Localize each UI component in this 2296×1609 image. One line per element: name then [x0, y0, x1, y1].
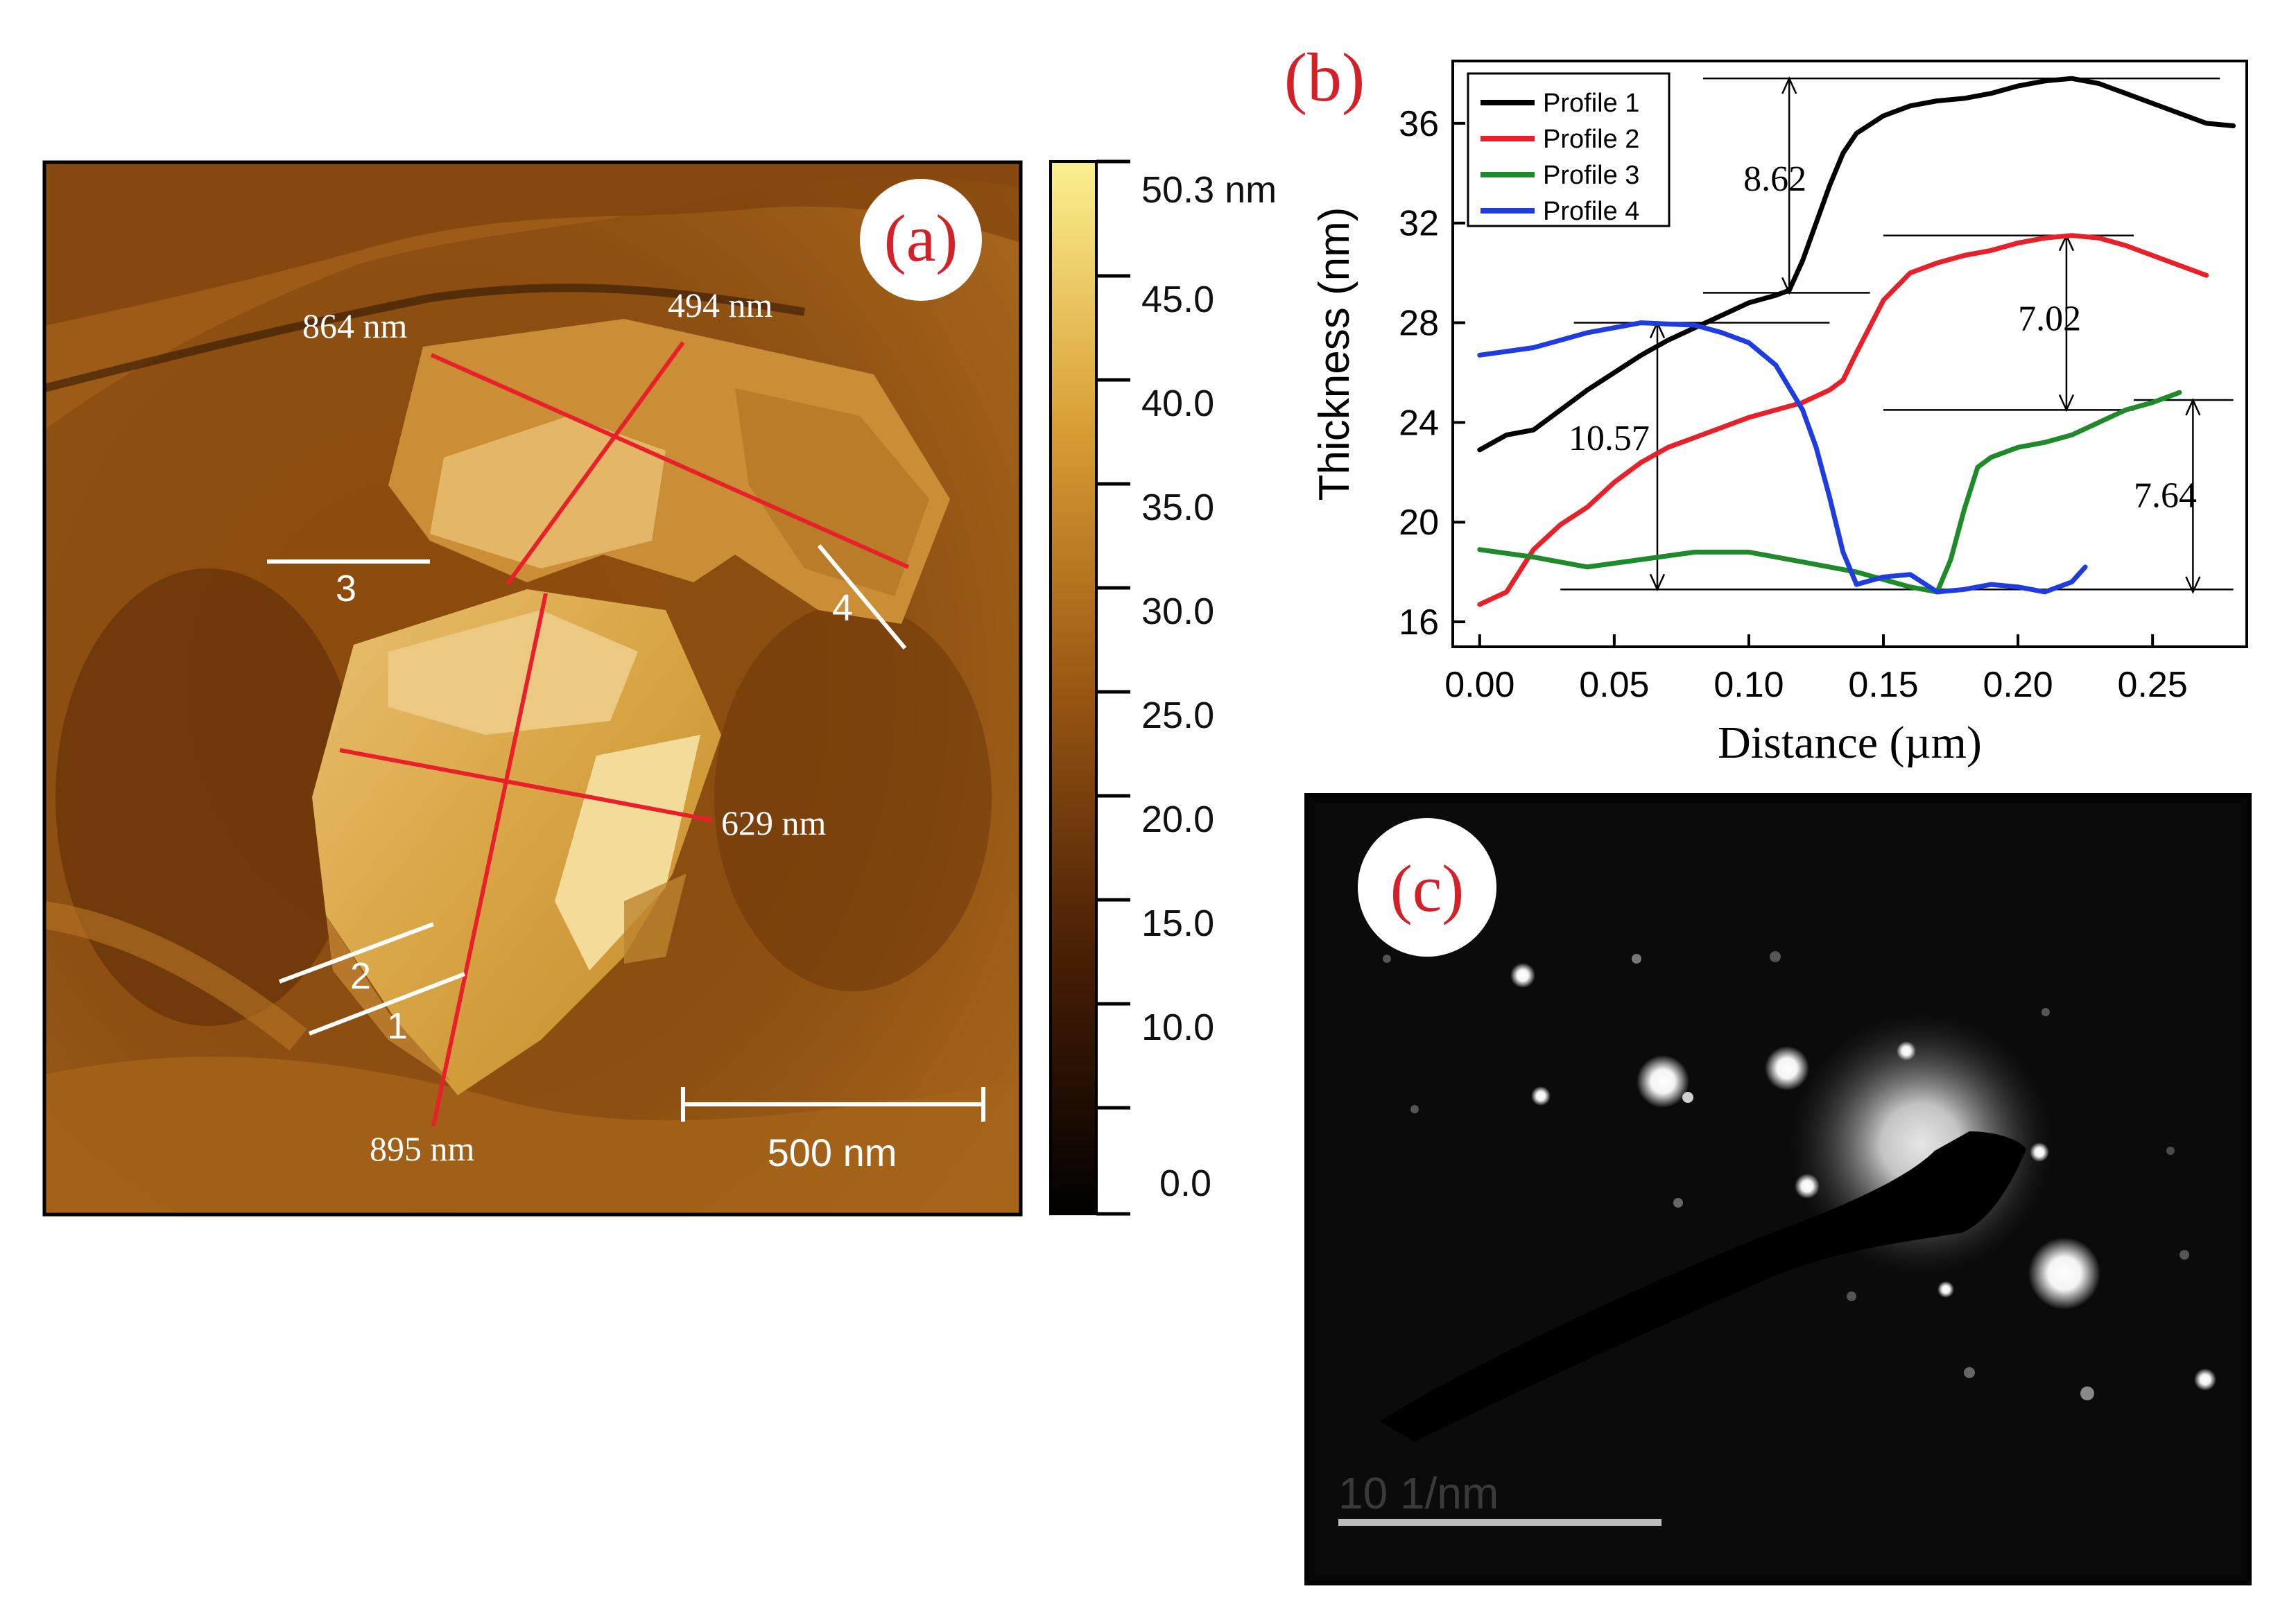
annotation-label: 8.62	[1743, 159, 1806, 199]
panel-a-label-circle	[860, 179, 982, 301]
plot-frame	[1451, 60, 2248, 648]
x-tick-label: 0.20	[1983, 665, 2053, 705]
x-tick-label: 0.00	[1444, 665, 1514, 705]
annotation-arrow-head	[2058, 394, 2075, 412]
x-tick-label: 0.10	[1714, 665, 1784, 705]
colorbar-tick-45: 45.0	[1141, 279, 1214, 320]
annotation-label: 7.02	[2018, 299, 2081, 338]
colorbar-tick-10: 10.0	[1141, 1007, 1214, 1048]
scale-bar-a	[681, 1087, 985, 1122]
y-tick-label: 16	[1399, 602, 1439, 643]
red-line-864	[430, 353, 910, 569]
beam-stopper	[1380, 1131, 2026, 1442]
colorbar	[1049, 160, 1098, 1215]
length-label-864: 864 nm	[302, 306, 408, 345]
thickness-chart: 0.00 0.05 0.10 0.15 0.20 0.25 16 20 24 28 32 36 Dist…	[1311, 60, 2248, 768]
annotation-group	[1560, 76, 2234, 594]
red-measurement-lines	[339, 341, 910, 1127]
legend: Profile 1 Profile 2 Profile 3 Profile 4	[1467, 72, 1671, 227]
annotation-arrow-head	[1781, 76, 1797, 94]
annotation-arrow-head	[2185, 576, 2201, 594]
y-tick-label: 36	[1399, 104, 1439, 144]
diffraction-spots	[1383, 951, 2216, 1400]
y-tick-label: 20	[1399, 503, 1439, 543]
y-tick-label: 24	[1399, 403, 1439, 443]
profile-line-4	[817, 544, 907, 650]
panel-a-label: (a)	[884, 201, 958, 275]
red-line-629	[339, 748, 713, 822]
red-line-494	[506, 341, 685, 585]
scale-bar-a-label: 500 nm	[768, 1131, 897, 1174]
colorbar-tick-30: 30.0	[1141, 591, 1214, 632]
afm-image	[44, 162, 1021, 1215]
annotation-arrow-head	[2185, 398, 2201, 416]
scale-bar-c-label: 10 1/nm	[1338, 1468, 1499, 1518]
x-axis-label: Distance (µm)	[1718, 717, 1982, 768]
panel-a: 864 nm 494 nm 629 nm 895 nm 1 2 3 4 500 …	[42, 159, 1277, 1217]
profile-marker-lines	[267, 544, 907, 1036]
x-tick-label: 0.15	[1848, 665, 1918, 705]
y-tick-label: 32	[1399, 204, 1439, 244]
panel-c: 10 1/nm (c)	[1304, 793, 2252, 1585]
profile-label-3: 3	[336, 568, 356, 609]
panel-b-label: (b)	[1284, 39, 1365, 116]
colorbar-tick-15: 15.0	[1141, 903, 1214, 944]
x-tick-label: 0.25	[2118, 665, 2188, 705]
series-line-profile-3	[1477, 390, 2182, 595]
legend-label: Profile 4	[1543, 197, 1639, 226]
profile-line-2	[278, 922, 435, 984]
colorbar-ticks	[1096, 159, 1130, 1216]
series-line-profile-4	[1477, 320, 2088, 595]
length-label-494: 494 nm	[668, 286, 773, 324]
length-label-895: 895 nm	[370, 1129, 475, 1168]
legend-label: Profile 3	[1543, 161, 1639, 190]
colorbar-max-label: 50.3 nm	[1141, 169, 1277, 211]
legend-box	[1467, 72, 1671, 227]
x-tick-label: 0.05	[1579, 665, 1649, 705]
colorbar-tick-25: 25.0	[1141, 695, 1214, 736]
profile-label-2: 2	[350, 955, 371, 997]
series-line-profile-2	[1477, 233, 2209, 607]
series-line-profile-1	[1477, 76, 2236, 453]
colorbar-tick-35: 35.0	[1141, 487, 1214, 528]
legend-label: Profile 1	[1543, 89, 1639, 118]
colorbar-tick-0: 0.0	[1159, 1163, 1211, 1204]
annotation-label: 7.64	[2134, 476, 2197, 516]
panel-b: (b) 0.00 0.05 0.10 0.15 0.20 0.25 16 20 24 28 32 36…	[1284, 39, 2248, 768]
annotation-arrow-head	[1649, 573, 1666, 592]
afm-image-frame	[42, 160, 1023, 1217]
y-axis-label: Thickness (nm)	[1311, 207, 1358, 501]
panel-c-label: (c)	[1390, 851, 1465, 925]
legend-label: Profile 2	[1543, 125, 1639, 154]
colorbar-tick-20: 20.0	[1141, 799, 1214, 840]
y-tick-label: 28	[1399, 304, 1439, 344]
red-line-895	[431, 593, 548, 1127]
profile-label-4: 4	[832, 587, 853, 629]
profile-label-1: 1	[387, 1005, 408, 1047]
series-group	[1477, 76, 2236, 607]
length-label-629: 629 nm	[721, 803, 827, 842]
colorbar-tick-40: 40.0	[1141, 383, 1214, 424]
panel-c-label-circle	[1358, 818, 1496, 957]
profile-line-1	[308, 972, 466, 1036]
annotation-label: 10.57	[1569, 419, 1650, 458]
